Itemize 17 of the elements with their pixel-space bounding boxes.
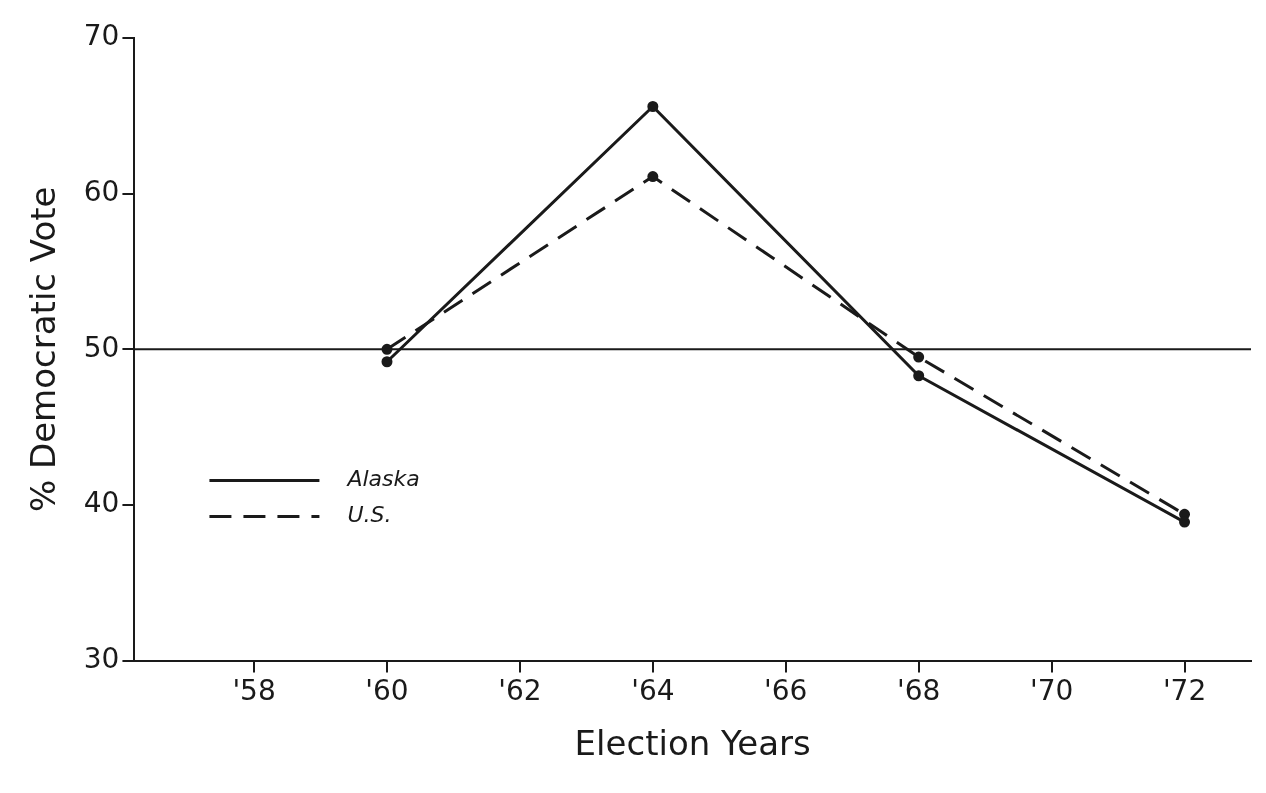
y-tick-label: 30 — [83, 641, 120, 675]
x-tick-label: '68 — [897, 673, 941, 707]
x-tick-label: '70 — [1029, 673, 1074, 707]
x-tick-label: '60 — [365, 673, 409, 707]
x-tick-label: '62 — [498, 673, 542, 707]
y-tick-label: 60 — [83, 174, 120, 208]
y-tick-label: 40 — [83, 486, 120, 520]
x-axis-title: Election Years — [574, 723, 811, 764]
legend-label: U.S. — [347, 502, 392, 528]
legend-label: Alaska — [345, 466, 420, 492]
x-tick-label: '58 — [232, 673, 276, 707]
y-tick-label: 70 — [83, 19, 120, 53]
x-tick-label: '64 — [631, 673, 675, 707]
y-axis-title: % Democratic Vote — [23, 186, 64, 513]
x-tick-label: '66 — [764, 673, 808, 707]
x-tick-label: '72 — [1162, 673, 1207, 707]
y-tick-label: 50 — [83, 330, 120, 364]
